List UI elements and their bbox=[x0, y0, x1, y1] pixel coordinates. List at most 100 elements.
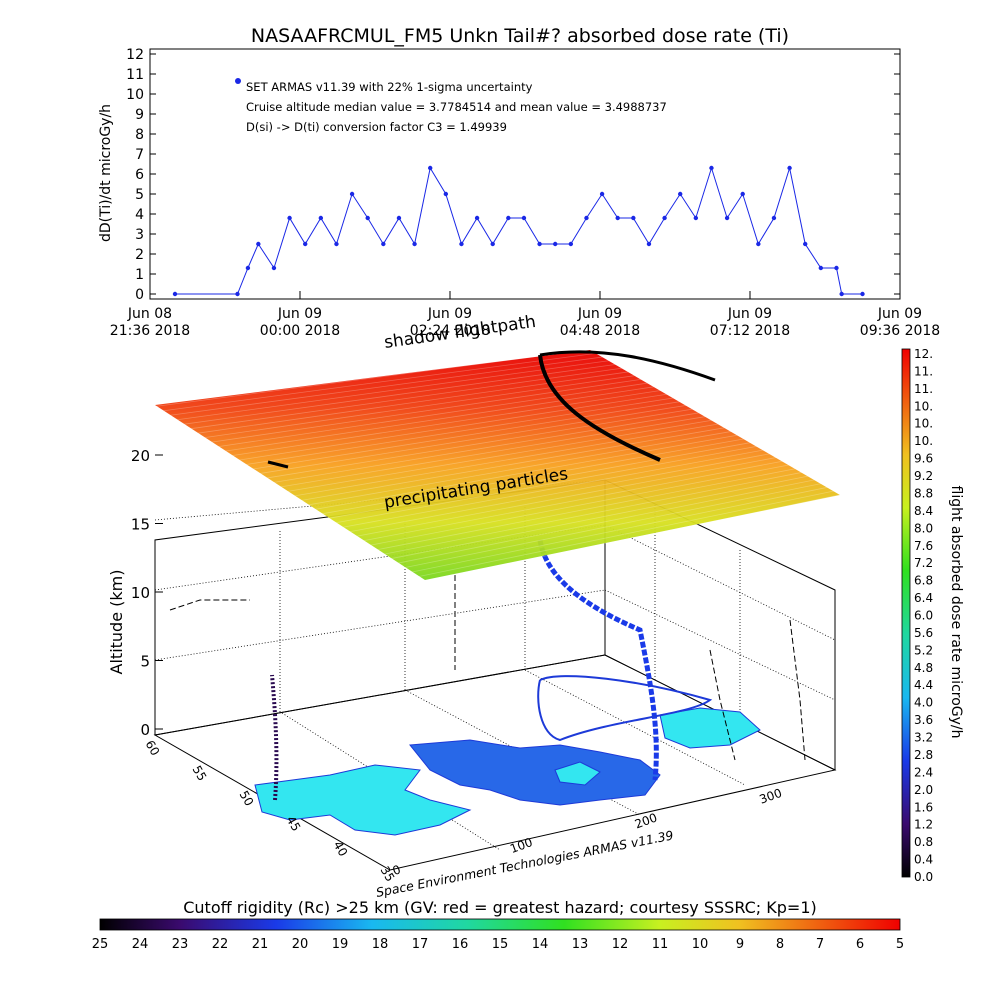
sheet-stripe bbox=[337, 448, 768, 529]
shadow-flightpath-dash bbox=[267, 460, 289, 469]
map-landmass-north bbox=[659, 707, 761, 749]
legend-line-2: Cruise altitude median value = 3.7784514… bbox=[246, 100, 667, 114]
flight-path-ascent bbox=[270, 674, 279, 801]
top-series-point bbox=[235, 291, 240, 297]
right-colorbar: 12. 11. 11. 10. 10. 10. 9.6 9.2 8.8 8.4 8.0 7.6 7.2 6… bbox=[901, 347, 964, 884]
bottom-colorbar-tick-label: 21 bbox=[252, 937, 269, 952]
right-colorbar-tick-label: 12. bbox=[914, 347, 933, 361]
top-series-point bbox=[818, 265, 824, 271]
top-series-point bbox=[474, 215, 480, 221]
top-series-point bbox=[349, 191, 355, 197]
top-y-tick-label: 10 bbox=[126, 87, 144, 103]
top-y-tick-label: 12 bbox=[126, 47, 144, 63]
top-series-point bbox=[724, 215, 730, 221]
right-colorbar-tick-label: 3.2 bbox=[914, 731, 933, 745]
bottom-colorbar-tick-label: 11 bbox=[652, 937, 669, 952]
right-colorbar-tick-label: 2.4 bbox=[914, 765, 933, 779]
right-colorbar-tick-label: 4.4 bbox=[914, 678, 933, 692]
z-axis: 0 5 10 15 20 bbox=[131, 447, 163, 739]
sheet-stripe bbox=[185, 367, 627, 430]
top-series-point bbox=[756, 241, 761, 247]
top-y-axis-label: dD(Ti)/dt microGy/h bbox=[98, 104, 114, 242]
right-colorbar-tick-label: 9.6 bbox=[914, 452, 933, 466]
top-series-point bbox=[631, 215, 636, 221]
top-series-point bbox=[834, 265, 839, 271]
bottom-colorbar: Cutoff rigidity (Rc) >25 km (GV: red = g… bbox=[92, 898, 904, 952]
bottom-colorbar-tick-label: 6 bbox=[856, 937, 864, 952]
top-y-tick-label: 4 bbox=[135, 207, 144, 223]
map-landmass-west bbox=[254, 764, 472, 836]
top-y-tick-label: 3 bbox=[135, 227, 144, 243]
bottom-colorbar-tick-label: 19 bbox=[332, 937, 349, 952]
right-colorbar-tick-label: 0.8 bbox=[914, 835, 933, 849]
sheet-stripe bbox=[317, 437, 748, 516]
top-series-point bbox=[287, 215, 292, 221]
top-series-point bbox=[771, 215, 777, 221]
top-series-point bbox=[709, 165, 714, 171]
z-tick-label: 0 bbox=[140, 721, 150, 739]
right-colorbar-tick-label: 0.4 bbox=[914, 853, 933, 867]
sheet-stripe bbox=[289, 422, 723, 498]
top-series bbox=[172, 165, 865, 297]
lat-tick-label: 45 bbox=[284, 813, 304, 833]
bottom-colorbar-tick-label: 10 bbox=[692, 937, 709, 952]
lat-tick-label: 40 bbox=[331, 839, 351, 859]
top-y-tick-label: 9 bbox=[135, 107, 144, 123]
right-colorbar-tick-label: 10. bbox=[914, 399, 933, 413]
lon-tick-label: 100 bbox=[508, 835, 534, 856]
top-series-point bbox=[787, 165, 792, 171]
lon-tick-label: 300 bbox=[757, 786, 783, 807]
right-colorbar-tick-label: 11. bbox=[914, 364, 933, 378]
right-colorbar-tick-label: 5.2 bbox=[914, 643, 933, 657]
sheet-stripe bbox=[372, 467, 800, 551]
particles-sheet bbox=[155, 350, 840, 580]
sheet-stripe bbox=[386, 475, 813, 560]
sheet-stripe bbox=[199, 374, 639, 439]
sheet-stripe bbox=[213, 382, 652, 448]
top-y-tick-label: 6 bbox=[135, 167, 144, 183]
top-series-point bbox=[334, 241, 339, 247]
right-colorbar-tick-label: 0.0 bbox=[914, 870, 933, 884]
top-series-point bbox=[839, 291, 844, 297]
top-x-tick-label-time: 02:24 2018 bbox=[410, 323, 490, 339]
sheet-stripe bbox=[379, 471, 806, 556]
top-series-point bbox=[365, 215, 370, 221]
right-colorbar-tick-label: 8.0 bbox=[914, 521, 933, 535]
bottom-colorbar-title: Cutoff rigidity (Rc) >25 km (GV: red = g… bbox=[183, 898, 817, 917]
right-colorbar-tick-label: 6.4 bbox=[914, 591, 933, 605]
bottom-colorbar-tick-label: 18 bbox=[372, 937, 389, 952]
top-series-point bbox=[412, 241, 417, 247]
flight-path-arc bbox=[537, 539, 659, 781]
sheet-stripe bbox=[254, 404, 691, 475]
sheet-stripe bbox=[192, 370, 633, 435]
z-tick-label: 15 bbox=[131, 516, 150, 534]
bottom-colorbar-tick-label: 16 bbox=[452, 937, 469, 952]
sheet-stripe bbox=[330, 445, 761, 525]
bottom-colorbar-tick-label: 13 bbox=[572, 937, 589, 952]
top-series-point bbox=[615, 215, 620, 221]
lat-tick-label: 35 bbox=[378, 864, 398, 884]
top-x-tick-label-time: 21:36 2018 bbox=[110, 323, 190, 339]
right-colorbar-tick-label: 1.2 bbox=[914, 818, 933, 832]
sheet-stripe bbox=[310, 434, 742, 511]
right-colorbar-tick-label: 8.8 bbox=[914, 486, 933, 500]
sheet-stripe bbox=[275, 415, 710, 489]
top-x-tick-label-date: Jun 09 bbox=[727, 306, 772, 322]
bottom-colorbar-tick-label: 25 bbox=[92, 937, 109, 952]
sheet-stripe bbox=[413, 489, 838, 578]
right-colorbar-tick-label: 10. bbox=[914, 417, 933, 431]
right-colorbar-tick-label: 7.6 bbox=[914, 539, 933, 553]
sheet-stripe bbox=[393, 478, 819, 565]
top-series-point bbox=[303, 241, 308, 247]
top-series-point bbox=[396, 215, 402, 221]
sheet-stripe bbox=[268, 411, 704, 484]
top-x-tick-label-date: Jun 09 bbox=[277, 306, 322, 322]
top-series-point bbox=[443, 191, 449, 197]
top-x-tick-label-time: 07:12 2018 bbox=[710, 323, 790, 339]
bottom-colorbar-tick-label: 12 bbox=[612, 937, 629, 952]
sheet-stripe bbox=[240, 396, 678, 466]
